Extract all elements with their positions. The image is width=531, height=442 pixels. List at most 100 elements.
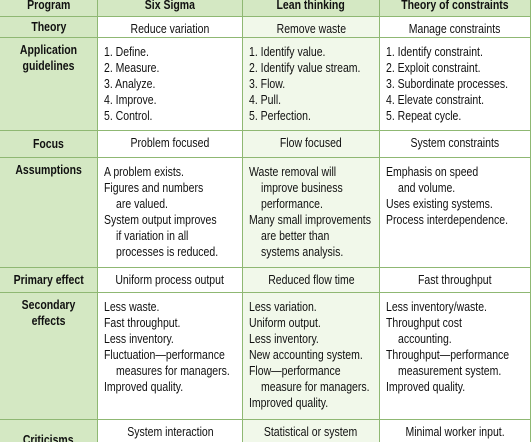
cell-text: Less waste. bbox=[104, 300, 160, 314]
data-cell: Emphasis on speed and volume. Uses existin… bbox=[380, 158, 531, 268]
data-cell: System interaction bbox=[98, 420, 243, 442]
cell-text: Uses existing systems. bbox=[386, 197, 493, 211]
data-cell: Less variation. Uniform output. Less inven… bbox=[243, 293, 380, 420]
cell-text: performance. bbox=[261, 197, 323, 211]
cell-text: 3. Flow. bbox=[249, 77, 286, 91]
cell-text: 2. Identify value stream. bbox=[249, 61, 361, 75]
cell-text: Uniform process output bbox=[115, 273, 225, 287]
cell-text: Reduced flow time bbox=[267, 273, 355, 287]
data-cell: Less inventory/waste. Throughput cost acco… bbox=[380, 293, 531, 420]
data-cell: Reduced flow time bbox=[243, 268, 380, 293]
data-cell: 1. Identify constraint. 2. Exploit constr… bbox=[380, 38, 531, 131]
cell-text: Flow focused bbox=[280, 136, 342, 150]
row-label-text: Assumptions bbox=[15, 163, 82, 177]
cell-text: Statistical or system bbox=[264, 425, 358, 439]
header-text: Program bbox=[26, 0, 71, 12]
cell-text: processes is reduced. bbox=[116, 245, 219, 259]
header-cell: Lean thinking bbox=[243, 0, 380, 17]
cell-text: Remove waste bbox=[276, 22, 346, 36]
row-label: Criticisms bbox=[0, 420, 98, 442]
data-cell: 1. Identify value. 2. Identify value stre… bbox=[243, 38, 380, 131]
row-label-text: Application guidelines bbox=[19, 43, 78, 73]
cell-text: 3. Analyze. bbox=[104, 77, 156, 91]
cell-text: Fast throughput. bbox=[104, 316, 181, 330]
cell-text: A problem exists. bbox=[104, 165, 184, 179]
cell-text: Improved quality. bbox=[104, 380, 184, 394]
row-label-text: Secondary effects bbox=[21, 298, 76, 328]
cell-text: Throughput cost bbox=[386, 316, 462, 330]
data-cell: Waste removal will improve business perfor… bbox=[243, 158, 380, 268]
data-cell: 1. Define. 2. Measure. 3. Analyze. 4. Impro… bbox=[98, 38, 243, 131]
data-cell: Uniform process output bbox=[98, 268, 243, 293]
cell-text: and volume. bbox=[398, 181, 456, 195]
cell-text: Less inventory/waste. bbox=[386, 300, 487, 314]
cell-text: 2. Exploit constraint. bbox=[386, 61, 481, 75]
cell-text: Fluctuation—performance bbox=[104, 348, 225, 362]
cell-text: Figures and numbers bbox=[104, 181, 204, 195]
cell-text: Problem focused bbox=[130, 136, 210, 150]
cell-text: Flow—performance bbox=[249, 364, 341, 378]
cell-text: 4. Pull. bbox=[249, 93, 282, 107]
row-label: Primary effect bbox=[0, 268, 98, 293]
data-cell: Reduce variation bbox=[98, 17, 243, 38]
cell-text: Emphasis on speed bbox=[386, 165, 479, 179]
cell-text: accounting. bbox=[398, 332, 452, 346]
header-text: Six Sigma bbox=[144, 0, 196, 12]
cell-text: System constraints bbox=[410, 136, 500, 150]
cell-text: Waste removal will bbox=[249, 165, 337, 179]
header-text: Theory of constraints bbox=[401, 0, 509, 12]
cell-text: Less variation. bbox=[249, 300, 317, 314]
cell-text: are better than bbox=[261, 229, 330, 243]
row-label-text: Criticisms bbox=[23, 432, 74, 442]
row-label-text: Primary effect bbox=[13, 273, 84, 287]
data-cell: Remove waste bbox=[243, 17, 380, 38]
row-label: Secondary effects bbox=[0, 293, 98, 420]
data-cell: Problem focused bbox=[98, 131, 243, 158]
cell-text: Fast throughput bbox=[418, 273, 492, 287]
data-cell: A problem exists. Figures and numbers are … bbox=[98, 158, 243, 268]
cell-text: System interaction bbox=[126, 425, 214, 439]
data-cell: System constraints bbox=[380, 131, 531, 158]
data-cell: Less waste. Fast throughput. Less inventor… bbox=[98, 293, 243, 420]
cell-text: 1. Identify value. bbox=[249, 45, 326, 59]
row-label-text: Theory bbox=[30, 20, 67, 34]
cell-text: are valued. bbox=[116, 197, 168, 211]
row-label-text: Focus bbox=[33, 137, 64, 151]
cell-text: 1. Define. bbox=[104, 45, 149, 59]
cell-text: 2. Measure. bbox=[104, 61, 160, 75]
data-cell: Minimal worker input. bbox=[380, 420, 531, 442]
row-label: Application guidelines bbox=[0, 38, 98, 131]
cell-text: 5. Perfection. bbox=[249, 109, 311, 123]
header-cell: Theory of constraints bbox=[380, 0, 531, 17]
cell-text: Improved quality. bbox=[386, 380, 466, 394]
cell-text: improve business bbox=[261, 181, 343, 195]
cell-text: Uniform output. bbox=[249, 316, 321, 330]
cell-text: Improved quality. bbox=[249, 396, 329, 410]
cell-text: 4. Improve. bbox=[104, 93, 157, 107]
cell-text: 5. Control. bbox=[104, 109, 153, 123]
header-text: Lean thinking bbox=[276, 0, 346, 12]
cell-text: Process interdependence. bbox=[386, 213, 508, 227]
header-cell: Program bbox=[0, 0, 98, 17]
row-label: Focus bbox=[0, 131, 98, 158]
cell-text: 4. Elevate constraint. bbox=[386, 93, 485, 107]
cell-text: Throughput—performance bbox=[386, 348, 510, 362]
cell-text: measures for managers. bbox=[116, 364, 230, 378]
cell-text: Many small improvements bbox=[249, 213, 371, 227]
cell-text: systems analysis. bbox=[261, 245, 344, 259]
cell-text: 1. Identify constraint. bbox=[386, 45, 483, 59]
data-cell: Fast throughput bbox=[380, 268, 531, 293]
data-cell: Flow focused bbox=[243, 131, 380, 158]
data-cell: Statistical or system bbox=[243, 420, 380, 442]
data-cell: Manage constraints bbox=[380, 17, 531, 38]
header-cell: Six Sigma bbox=[98, 0, 243, 17]
row-label: Assumptions bbox=[0, 158, 98, 268]
cell-text: Less inventory. bbox=[104, 332, 174, 346]
cell-text: Minimal worker input. bbox=[405, 425, 505, 439]
cell-text: if variation in all bbox=[116, 229, 189, 243]
cell-text: measure for managers. bbox=[261, 380, 370, 394]
cell-text: 5. Repeat cycle. bbox=[386, 109, 462, 123]
cell-text: measurement system. bbox=[398, 364, 502, 378]
cell-text: 3. Subordinate processes. bbox=[386, 77, 508, 91]
